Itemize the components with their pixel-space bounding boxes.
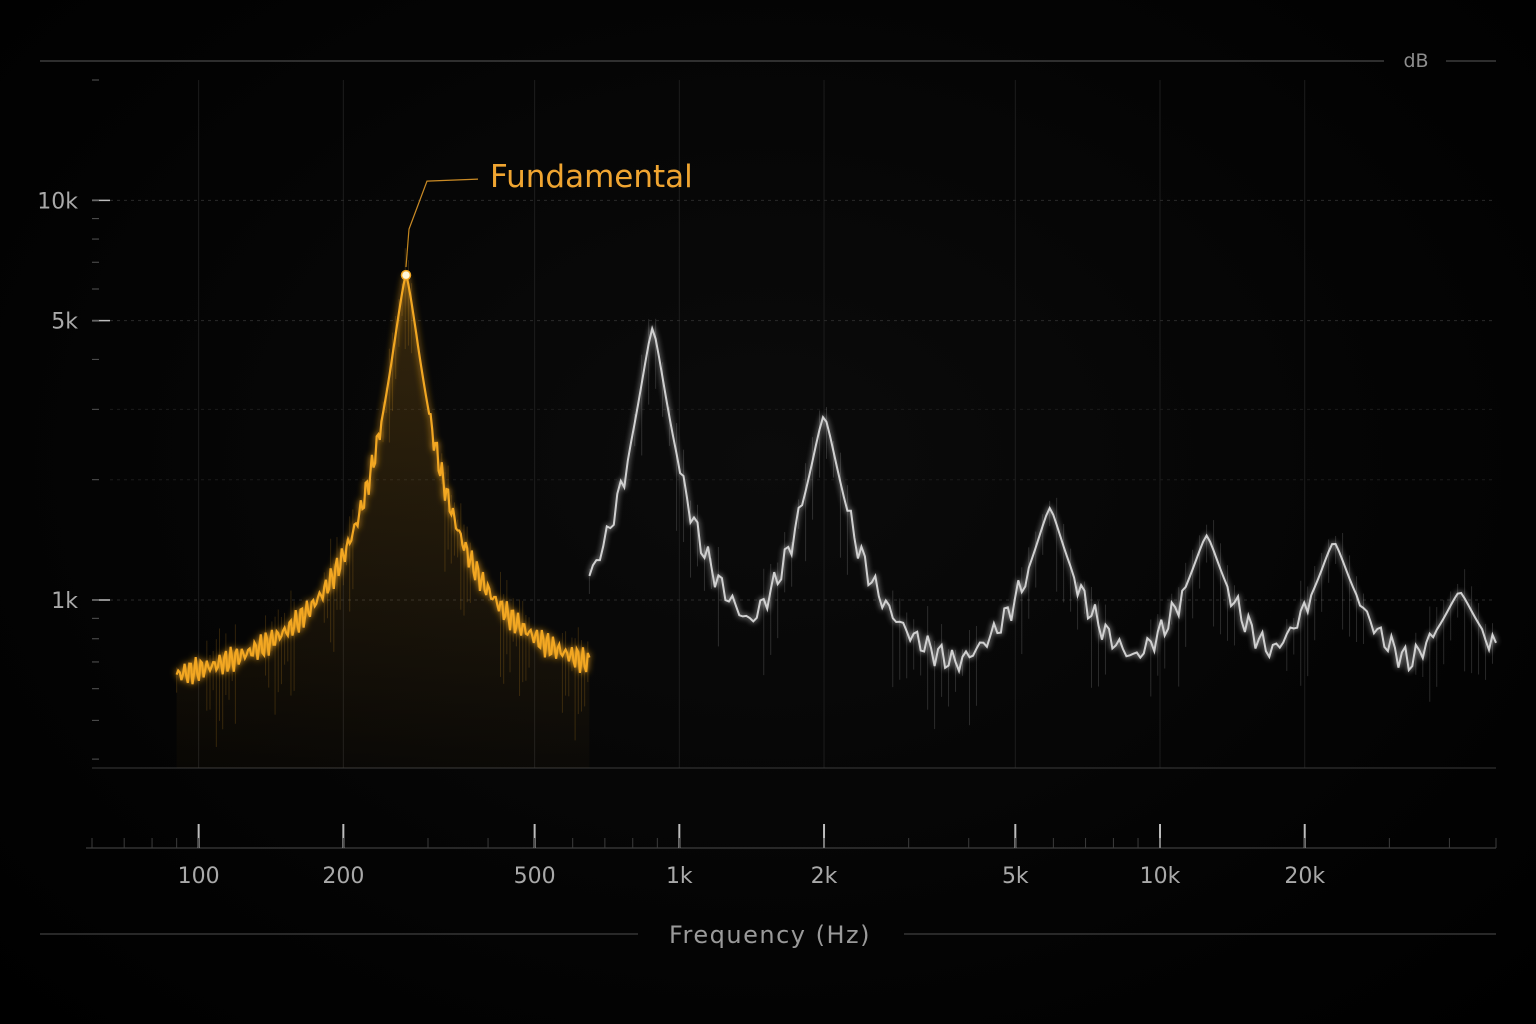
annotation-label: Fundamental (490, 159, 693, 195)
x-tick-label: 1k (666, 864, 693, 889)
x-tick-label: 100 (178, 864, 220, 889)
y-tick-label: 10k (37, 189, 78, 214)
x-tick-label: 5k (1002, 864, 1029, 889)
fundamental-peak-marker (400, 269, 412, 281)
x-tick-label: 20k (1284, 864, 1325, 889)
axis-layer: 100 200 500 1k 2k 5k 10k 20k 1k 5k 10k (37, 60, 1497, 935)
y-axis-unit: dB (1403, 50, 1428, 72)
x-axis-title: Frequency (Hz) (669, 921, 871, 949)
grid-layer (110, 80, 1496, 768)
label-layer: Frequency (Hz) dB Fundamental (405, 50, 1429, 949)
annotation-leader (408, 178, 479, 230)
y-tick-label: 5k (51, 310, 78, 335)
x-tick-label: 500 (514, 864, 556, 889)
fundamental-fill (176, 277, 590, 768)
x-tick-label: 2k (811, 864, 838, 889)
trace-layer (175, 248, 1497, 768)
fundamental-trace (175, 275, 591, 685)
annotation-stem (405, 229, 410, 268)
x-tick-label: 10k (1140, 864, 1181, 889)
harmonic-trace (588, 325, 1497, 675)
x-tick-label: 200 (322, 864, 364, 889)
y-tick-label: 1k (51, 589, 78, 614)
